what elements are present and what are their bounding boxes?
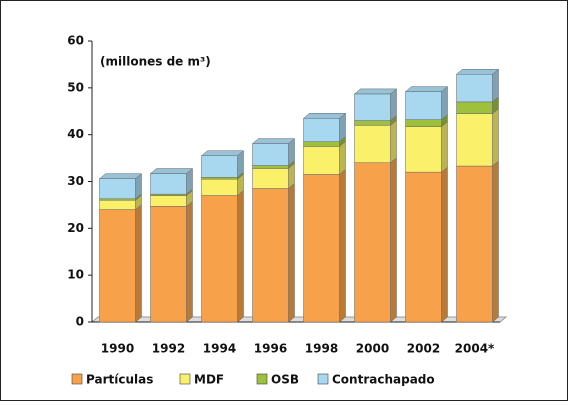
bar-segment xyxy=(354,120,391,126)
bar-segment xyxy=(99,209,136,323)
bar-top xyxy=(149,168,194,174)
bar-segment xyxy=(303,146,340,175)
bar-side xyxy=(390,157,397,323)
x-tick-label: 2002 xyxy=(407,342,440,356)
bar-segment xyxy=(201,177,238,180)
bar-segment xyxy=(99,199,136,210)
bar-segment xyxy=(201,195,238,323)
bar-side xyxy=(492,160,499,323)
bar-side xyxy=(441,86,448,121)
bar-side xyxy=(441,166,448,323)
y-tick-label: 20 xyxy=(67,221,84,235)
bar-segment xyxy=(354,93,391,121)
bar-segment xyxy=(405,126,442,173)
bar-segment xyxy=(456,113,493,167)
bar-segment xyxy=(405,91,442,120)
bar-side xyxy=(492,68,499,103)
bar-side xyxy=(492,108,499,167)
bar-side xyxy=(441,121,448,173)
x-tick-label: 2004* xyxy=(455,342,495,356)
bar-segment xyxy=(252,168,289,189)
bar-segment xyxy=(456,74,493,103)
bar-segment xyxy=(405,119,442,127)
x-tick-label: 1990 xyxy=(101,342,134,356)
bar-segment xyxy=(354,162,391,323)
legend-label: OSB xyxy=(271,373,299,387)
bar-side xyxy=(135,204,142,323)
y-tick-label: 50 xyxy=(67,80,84,94)
y-tick-label: 10 xyxy=(67,268,84,282)
bar-segment xyxy=(405,171,442,323)
x-tick-label: 1994 xyxy=(203,342,236,356)
legend-label: MDF xyxy=(194,373,224,387)
bar-top xyxy=(251,138,296,144)
bar-top xyxy=(353,88,398,95)
bar-segment xyxy=(201,155,238,178)
bar-side xyxy=(288,182,295,323)
bar-segment xyxy=(456,101,493,114)
x-tick-label: 1992 xyxy=(152,342,185,356)
bar-segment xyxy=(354,125,391,164)
bar-segment xyxy=(201,178,238,196)
legend-label: Partículas xyxy=(86,373,153,387)
bar-top xyxy=(404,86,449,92)
bar-side xyxy=(186,200,193,323)
bar-top xyxy=(98,173,143,179)
annotation: (millones de m³) xyxy=(100,55,211,69)
x-tick-label: 1998 xyxy=(305,342,338,356)
bar-top xyxy=(455,69,500,75)
bar-segment xyxy=(150,195,187,207)
legend-label: Contrachapado xyxy=(332,373,435,387)
bar-segment xyxy=(252,143,289,166)
legend-swatch xyxy=(71,373,83,385)
bar-segment xyxy=(252,188,289,323)
legend-swatch xyxy=(179,373,191,385)
x-tick-label: 1996 xyxy=(254,342,287,356)
bar-side xyxy=(339,168,346,323)
legend-swatch xyxy=(317,373,329,385)
y-tick-label: 30 xyxy=(67,174,84,188)
bar-side xyxy=(390,88,397,122)
bar-side xyxy=(237,190,244,323)
bar-side xyxy=(339,140,346,176)
y-tick-label: 60 xyxy=(67,34,84,48)
bar-segment xyxy=(303,118,340,142)
bar-segment xyxy=(150,206,187,323)
y-tick-label: 40 xyxy=(67,127,84,141)
bar-segment xyxy=(303,141,340,147)
bar-segment xyxy=(99,178,136,200)
bar-top xyxy=(200,150,245,156)
x-tick-label: 2000 xyxy=(356,342,389,356)
bar-segment xyxy=(456,165,493,323)
y-tick-label: 0 xyxy=(76,315,84,329)
bar-top xyxy=(302,113,347,119)
bar-side xyxy=(390,119,397,164)
bar-segment xyxy=(303,174,340,323)
bar-segment xyxy=(150,173,187,195)
bar-segment xyxy=(252,165,289,169)
legend-swatch xyxy=(256,373,268,385)
